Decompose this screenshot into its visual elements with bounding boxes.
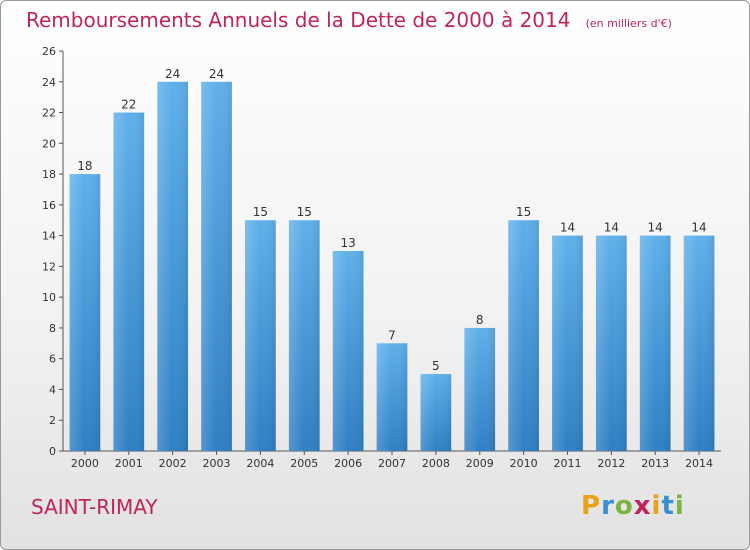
bar-2001 <box>113 112 145 452</box>
bar-shine <box>157 81 189 452</box>
logo-letter: x <box>633 491 652 521</box>
x-tick-label: 2001 <box>115 457 143 470</box>
y-tick-label: 14 <box>42 230 56 243</box>
bar-2000 <box>69 174 101 452</box>
y-tick-label: 4 <box>49 383 56 396</box>
bar-value-label: 5 <box>432 359 440 373</box>
x-tick-label: 2005 <box>290 457 318 470</box>
bar-shine <box>332 251 364 451</box>
bar-value-label: 8 <box>476 313 484 327</box>
bar-2008 <box>420 374 452 451</box>
y-tick-label: 2 <box>49 414 56 427</box>
bar-value-label: 15 <box>516 205 531 219</box>
bar-value-label: 24 <box>209 67 224 81</box>
y-tick-label: 24 <box>42 76 56 89</box>
bar-value-label: 15 <box>253 205 268 219</box>
proxiti-logo: Proxiti <box>581 491 685 521</box>
labels-group: 18 2000 22 2001 24 2002 24 2003 15 2004 15 2005 13 20… <box>71 67 713 470</box>
bar-value-label: 22 <box>121 98 136 112</box>
bar-shine <box>464 327 496 451</box>
bar-value-label: 7 <box>388 328 396 342</box>
bar-2012 <box>595 235 627 451</box>
bar-value-label: 24 <box>165 67 180 81</box>
chart-title: Remboursements Annuels de la Dette de 20… <box>26 8 672 32</box>
bar-shine <box>683 235 715 451</box>
bar-shine <box>201 81 232 452</box>
x-tick-label: 2000 <box>71 457 99 470</box>
bar-2007 <box>376 343 408 451</box>
bar-shine <box>288 220 320 451</box>
x-tick-label: 2004 <box>246 457 274 470</box>
bar-shine <box>69 174 101 452</box>
bar-value-label: 18 <box>77 159 92 173</box>
logo-letter: o <box>614 491 634 521</box>
x-tick-label: 2002 <box>159 457 187 470</box>
x-tick-label: 2012 <box>597 457 625 470</box>
bars-group <box>69 81 715 452</box>
x-tick-label: 2014 <box>685 457 713 470</box>
bar-value-label: 14 <box>604 221 619 235</box>
bar-2014 <box>683 235 715 451</box>
chart-title-text: Remboursements Annuels de la Dette de 20… <box>26 8 571 32</box>
bar-value-label: 15 <box>297 205 312 219</box>
bar-shine <box>376 343 408 451</box>
logo-letter: r <box>601 491 615 521</box>
x-tick-label: 2010 <box>510 457 538 470</box>
bar-shine <box>639 235 671 451</box>
bar-2003 <box>201 81 232 452</box>
x-tick-label: 2003 <box>203 457 231 470</box>
bar-shine <box>508 220 539 451</box>
y-tick-label: 10 <box>42 291 56 304</box>
bar-2004 <box>245 220 276 451</box>
x-tick-label: 2011 <box>553 457 581 470</box>
y-tick-label: 16 <box>42 199 56 212</box>
bar-2002 <box>157 81 189 452</box>
x-tick-label: 2007 <box>378 457 406 470</box>
y-tick-label: 6 <box>49 353 56 366</box>
x-tick-label: 2013 <box>641 457 669 470</box>
y-tick-label: 12 <box>42 260 56 273</box>
bar-2006 <box>332 251 364 451</box>
bar-shine <box>552 235 583 451</box>
chart-unit: (en milliers d'€) <box>585 17 672 30</box>
y-tick-label: 8 <box>49 322 56 335</box>
logo-letter: i <box>674 491 685 521</box>
bar-value-label: 14 <box>648 221 663 235</box>
x-tick-label: 2006 <box>334 457 362 470</box>
logo-letter: P <box>581 491 602 521</box>
bar-shine <box>595 235 627 451</box>
commune-name: SAINT-RIMAY <box>31 495 158 519</box>
y-tick-label: 26 <box>42 45 56 58</box>
bar-shine <box>113 112 145 452</box>
y-tick-label: 18 <box>42 168 56 181</box>
bar-2011 <box>552 235 583 451</box>
bar-shine <box>420 374 452 451</box>
y-tick-label: 22 <box>42 107 56 120</box>
bar-2013 <box>639 235 671 451</box>
logo-letter: i <box>651 491 662 521</box>
bar-value-label: 14 <box>560 221 575 235</box>
bar-2009 <box>464 327 496 451</box>
bar-value-label: 13 <box>340 236 355 250</box>
y-tick-label: 20 <box>42 137 56 150</box>
bar-2010 <box>508 220 539 451</box>
x-tick-label: 2008 <box>422 457 450 470</box>
bar-2005 <box>288 220 320 451</box>
y-tick-label: 0 <box>49 445 56 458</box>
bar-shine <box>245 220 276 451</box>
logo-letter: t <box>661 491 675 521</box>
bar-value-label: 14 <box>691 221 706 235</box>
x-tick-label: 2009 <box>466 457 494 470</box>
